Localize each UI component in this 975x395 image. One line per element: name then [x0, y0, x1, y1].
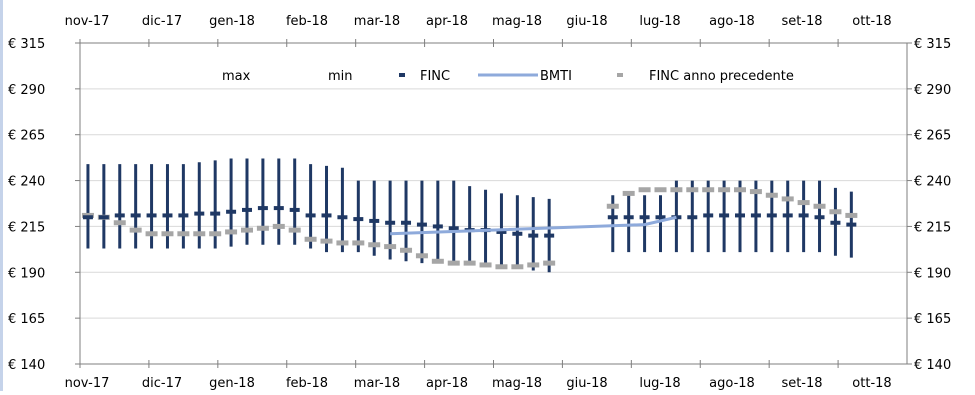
y-tick-label-left: € 240 — [8, 175, 45, 190]
month-label-bottom: gen-18 — [209, 376, 255, 391]
month-label-top: feb-18 — [286, 14, 328, 29]
y-tick-label-left: € 265 — [8, 129, 45, 144]
month-label-bottom: mag-18 — [492, 376, 542, 391]
y-tick-label-right: € 215 — [914, 220, 951, 235]
month-label-top: ago-18 — [709, 14, 755, 29]
y-tick-label-left: € 290 — [8, 83, 45, 98]
month-label-bottom: feb-18 — [286, 376, 328, 391]
month-label-top: dic-17 — [142, 14, 182, 29]
y-tick-label-right: € 165 — [914, 312, 951, 327]
y-tick-label-left: € 315 — [8, 37, 45, 52]
month-label-top: ott-18 — [852, 14, 891, 29]
legend-label-finc: FINC — [420, 69, 450, 84]
y-tick-label-right: € 265 — [914, 129, 951, 144]
month-label-top: mag-18 — [492, 14, 542, 29]
month-label-bottom: mar-18 — [354, 376, 400, 391]
bmti-line — [390, 215, 677, 236]
month-label-bottom: lug-18 — [639, 376, 680, 391]
y-tick-label-right: € 290 — [914, 83, 951, 98]
y-tick-label-right: € 315 — [914, 37, 951, 52]
left-border — [0, 0, 3, 391]
month-label-top: nov-17 — [65, 14, 110, 29]
month-label-bottom: nov-17 — [65, 376, 110, 391]
month-label-top: giu-18 — [566, 14, 607, 29]
month-label-top: lug-18 — [639, 14, 680, 29]
month-label-bottom: giu-18 — [566, 376, 607, 391]
month-label-bottom: ott-18 — [852, 376, 891, 391]
y-tick-label-left: € 215 — [8, 220, 45, 235]
legend-label-prev: FINC anno precedente — [649, 69, 794, 84]
y-tick-label-right: € 240 — [914, 175, 951, 190]
y-tick-label-left: € 165 — [8, 312, 45, 327]
month-label-bottom: ago-18 — [709, 376, 755, 391]
month-label-top: set-18 — [781, 14, 822, 29]
legend-label-max: max — [222, 69, 251, 84]
y-tick-label-right: € 140 — [914, 358, 951, 373]
y-tick-label-left: € 190 — [8, 266, 45, 281]
legend-label-bmti: BMTI — [540, 69, 572, 84]
month-label-bottom: dic-17 — [142, 376, 182, 391]
month-label-bottom: set-18 — [781, 376, 822, 391]
y-tick-label-right: € 190 — [914, 266, 951, 281]
month-label-top: mar-18 — [354, 14, 400, 29]
month-label-top: apr-18 — [426, 14, 468, 29]
month-label-bottom: apr-18 — [426, 376, 468, 391]
month-label-top: gen-18 — [209, 14, 255, 29]
y-tick-label-left: € 140 — [8, 358, 45, 373]
legend-label-min: min — [328, 69, 353, 84]
